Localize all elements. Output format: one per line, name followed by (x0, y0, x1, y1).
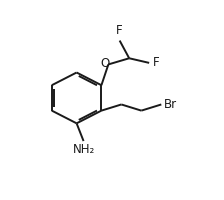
Text: NH₂: NH₂ (72, 143, 95, 156)
Text: O: O (100, 57, 110, 70)
Text: F: F (153, 56, 159, 69)
Text: Br: Br (164, 98, 177, 111)
Text: F: F (116, 24, 123, 37)
